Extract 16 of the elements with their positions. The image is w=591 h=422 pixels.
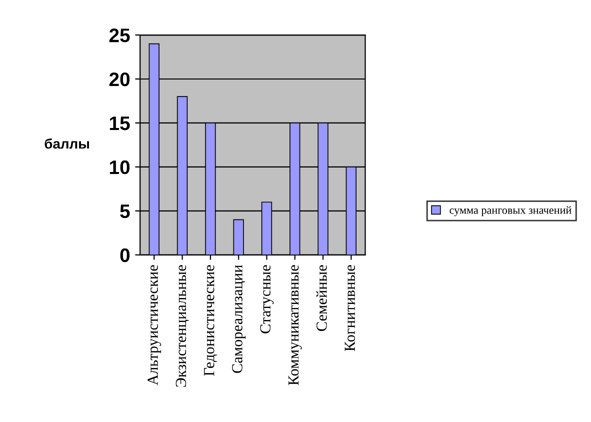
x-tick-label: Семейные bbox=[316, 265, 327, 331]
x-tick-label: Когнитивные bbox=[344, 265, 355, 352]
x-tick-label: Альтруистические bbox=[148, 265, 162, 386]
y-tick-label: 15 bbox=[110, 116, 130, 130]
y-tick-label: 20 bbox=[109, 72, 130, 86]
y-tick-label: 5 bbox=[120, 204, 130, 218]
x-tick-label: Экзистенциальные bbox=[176, 265, 189, 387]
y-axis-title: баллы bbox=[44, 138, 89, 149]
x-tick-label: Самореализации bbox=[232, 264, 246, 373]
y-tick-label: 25 bbox=[109, 28, 130, 42]
x-tick-label: Статусные bbox=[260, 265, 274, 334]
y-tick-label: 0 bbox=[120, 248, 130, 262]
y-tick-label: 10 bbox=[110, 160, 130, 174]
legend-label: сумма ранговых значений bbox=[450, 206, 572, 216]
x-tick-label: Гедонистические bbox=[204, 265, 218, 376]
x-tick-label: Коммуникативные bbox=[288, 265, 302, 386]
